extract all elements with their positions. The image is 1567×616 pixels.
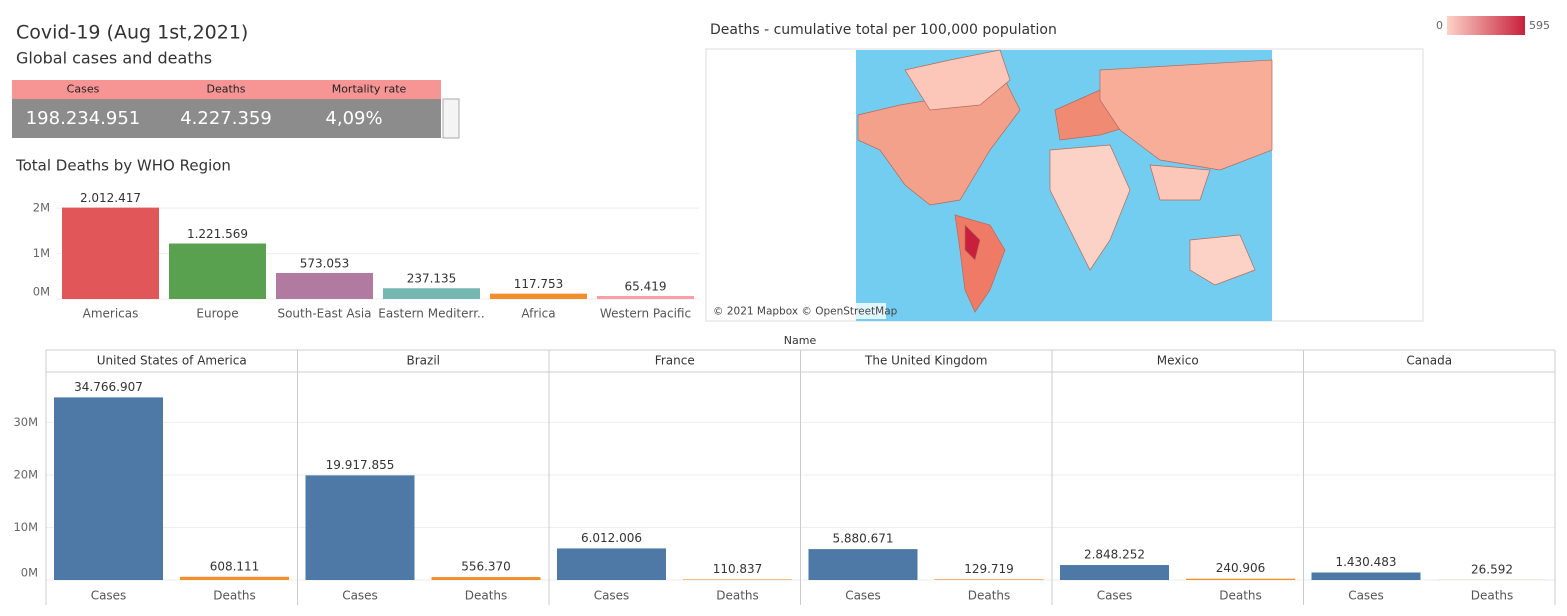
kpi-header [12, 80, 441, 99]
x-tick-label: Cases [594, 589, 630, 603]
facet-label: Canada [1406, 354, 1452, 368]
x-tick-label: Deaths [1471, 589, 1514, 603]
data-label: 19.917.855 [326, 458, 395, 472]
bar [490, 293, 587, 299]
bar [431, 577, 541, 580]
x-tick-label: Europe [196, 307, 238, 321]
facet-label: Mexico [1157, 354, 1199, 368]
data-label: 65.419 [625, 280, 667, 294]
subtitle: Global cases and deaths [16, 49, 212, 68]
bar [383, 288, 480, 299]
y-tick-label: 10M [13, 520, 38, 534]
facet-label: United States of America [97, 354, 247, 368]
x-tick-label: South-East Asia [277, 307, 371, 321]
bar [597, 296, 694, 299]
x-tick-label: Deaths [1219, 589, 1262, 603]
data-label: 117.753 [514, 277, 564, 291]
x-tick-label: Eastern Mediterr.. [378, 307, 484, 321]
y-tick-label: 2M [33, 201, 50, 215]
y-tick-label: 0M [21, 566, 38, 580]
bar [1060, 565, 1169, 580]
y-tick-label: 0M [33, 285, 50, 299]
legend-max: 595 [1529, 19, 1550, 32]
map-land [857, 49, 1273, 313]
facet-label: France [655, 354, 695, 368]
kpi-label: Cases [67, 83, 100, 96]
x-axis-title: Name [784, 334, 817, 347]
y-tick-label: 20M [13, 467, 38, 481]
bar [276, 272, 373, 299]
data-label: 129.719 [964, 562, 1014, 576]
x-tick-label: Cases [845, 589, 881, 603]
x-tick-label: Cases [91, 589, 127, 603]
data-label: 573.053 [300, 256, 350, 270]
data-label: 1.430.483 [1335, 555, 1396, 569]
bar [54, 397, 163, 580]
bar [934, 579, 1044, 580]
facet-label: The United Kingdom [864, 354, 987, 368]
data-label: 2.012.417 [80, 191, 141, 205]
bar [305, 475, 415, 580]
data-label: 5.880.671 [832, 532, 893, 546]
kpi-label: Deaths [207, 83, 246, 96]
y-tick-label: 1M [33, 246, 50, 260]
kpi-value: 4,09% [325, 108, 382, 129]
attribution-bg [709, 303, 886, 319]
x-tick-label: Cases [1097, 589, 1133, 603]
x-tick-label: Americas [83, 307, 139, 321]
x-tick-label: Western Pacific [600, 307, 691, 321]
data-label: 6.012.006 [581, 531, 642, 545]
bar [62, 207, 159, 299]
x-tick-label: Deaths [716, 589, 759, 603]
bar [1186, 578, 1295, 580]
data-label: 237.135 [407, 272, 457, 286]
data-label: 2.848.252 [1084, 548, 1145, 562]
x-tick-label: Deaths [465, 589, 508, 603]
data-label: 240.906 [1216, 561, 1266, 575]
bar [180, 576, 289, 580]
bar [808, 549, 918, 580]
kpi-label: Mortality rate [332, 83, 407, 96]
data-label: 556.370 [461, 560, 511, 574]
legend-min: 0 [1436, 19, 1443, 32]
scrollbar[interactable] [442, 98, 460, 139]
map-title: Deaths - cumulative total per 100,000 po… [710, 22, 1057, 38]
data-label: 26.592 [1471, 562, 1513, 576]
chart-title: Total Deaths by WHO Region [15, 157, 231, 175]
bar [1311, 572, 1421, 580]
x-tick-label: Deaths [968, 589, 1011, 603]
x-tick-label: Deaths [213, 589, 256, 603]
map-attribution: © 2021 Mapbox © OpenStreetMap [713, 306, 898, 318]
x-tick-label: Cases [342, 589, 378, 603]
data-label: 110.837 [713, 562, 763, 576]
title: Covid-19 (Aug 1st,2021) [16, 22, 248, 44]
data-label: 34.766.907 [74, 380, 143, 394]
y-tick-label: 30M [13, 415, 38, 429]
map-legend [1447, 16, 1525, 35]
data-label: 608.111 [210, 559, 260, 573]
data-label: 1.221.569 [187, 227, 248, 241]
bar [169, 243, 266, 299]
kpi-value: 4.227.359 [180, 108, 272, 129]
kpi-value: 198.234.951 [26, 108, 141, 129]
bar [557, 548, 666, 580]
x-tick-label: Africa [521, 307, 555, 321]
kpi-values [12, 99, 441, 138]
facet-label: Brazil [407, 354, 441, 368]
x-tick-label: Cases [1348, 589, 1384, 603]
bar [683, 579, 792, 580]
